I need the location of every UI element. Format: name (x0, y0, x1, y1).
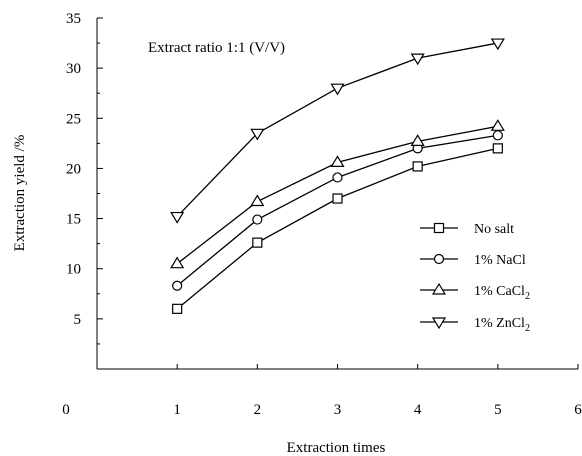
legend-label: No salt (474, 222, 514, 237)
legend-label-subscript: 2 (525, 291, 530, 302)
x-tick-label: 5 (494, 402, 502, 418)
x-tick-label: 2 (254, 402, 262, 418)
triangle-down-marker (431, 317, 447, 330)
y-axis-title: Extraction yield /% (12, 135, 28, 252)
x-tick-label: 0 (62, 402, 70, 418)
triangle-down-marker (410, 53, 425, 66)
circle-marker (492, 130, 503, 141)
circle-marker (433, 253, 445, 265)
series-line (176, 42, 498, 218)
circle-marker (252, 214, 263, 225)
triangle-down-marker (170, 211, 185, 224)
legend-label: 1% NaCl (474, 253, 526, 268)
y-tick-label: 30 (66, 61, 81, 77)
legend-item: 1% NaCl (420, 253, 526, 268)
legend-label-text: No salt (474, 222, 514, 237)
triangle-up-marker (330, 155, 345, 168)
y-tick-label: 5 (74, 312, 82, 328)
legend-label-subscript: 2 (525, 323, 530, 334)
legend-label: 1% CaCl2 (474, 284, 530, 302)
y-tick-label: 35 (66, 11, 81, 27)
series-triangle-down (170, 38, 505, 224)
x-axis-title: Extraction times (287, 440, 386, 456)
x-tick-label: 4 (414, 402, 422, 418)
legend-item: No salt (420, 222, 514, 237)
square-marker (492, 143, 503, 154)
triangle-down-marker (490, 38, 505, 51)
series-group (170, 38, 505, 314)
square-marker (252, 237, 263, 248)
series-triangle-up (170, 119, 505, 269)
legend-label-text: 1% CaCl (474, 284, 525, 299)
legend-item: 1% ZnCl2 (420, 316, 530, 334)
y-tick-label: 15 (66, 212, 81, 228)
triangle-down-marker (250, 128, 265, 141)
x-tick-label: 6 (574, 402, 582, 418)
legend-item: 1% CaCl2 (420, 282, 530, 302)
y-tick-label: 10 (66, 262, 81, 278)
circle-marker (332, 172, 343, 183)
y-ticks: 5 10 15 20 25 30 35 (66, 11, 103, 345)
x-ticks: 0 1 2 3 4 5 6 (62, 364, 582, 418)
square-marker (172, 303, 183, 314)
legend-label-text: 1% ZnCl (474, 316, 525, 331)
x-tick-label: 3 (334, 402, 342, 418)
square-marker (332, 193, 343, 204)
legend-label: 1% ZnCl2 (474, 316, 530, 334)
triangle-up-marker (250, 194, 265, 207)
y-tick-label: 20 (66, 161, 81, 177)
y-tick-label: 25 (66, 111, 81, 127)
square-marker (412, 161, 423, 172)
triangle-down-marker (330, 83, 345, 96)
x-tick-label: 1 (173, 402, 181, 418)
triangle-up-marker (490, 119, 505, 131)
square-marker (433, 222, 445, 234)
circle-marker (172, 280, 183, 291)
triangle-up-marker (431, 282, 447, 295)
triangle-up-marker (170, 256, 185, 269)
triangle-up-marker (410, 134, 425, 146)
chart-annotation: Extract ratio 1:1 (V/V) (148, 40, 285, 56)
series-circle (172, 130, 503, 291)
legend-label-text: 1% NaCl (474, 253, 526, 268)
series-square (172, 143, 503, 314)
